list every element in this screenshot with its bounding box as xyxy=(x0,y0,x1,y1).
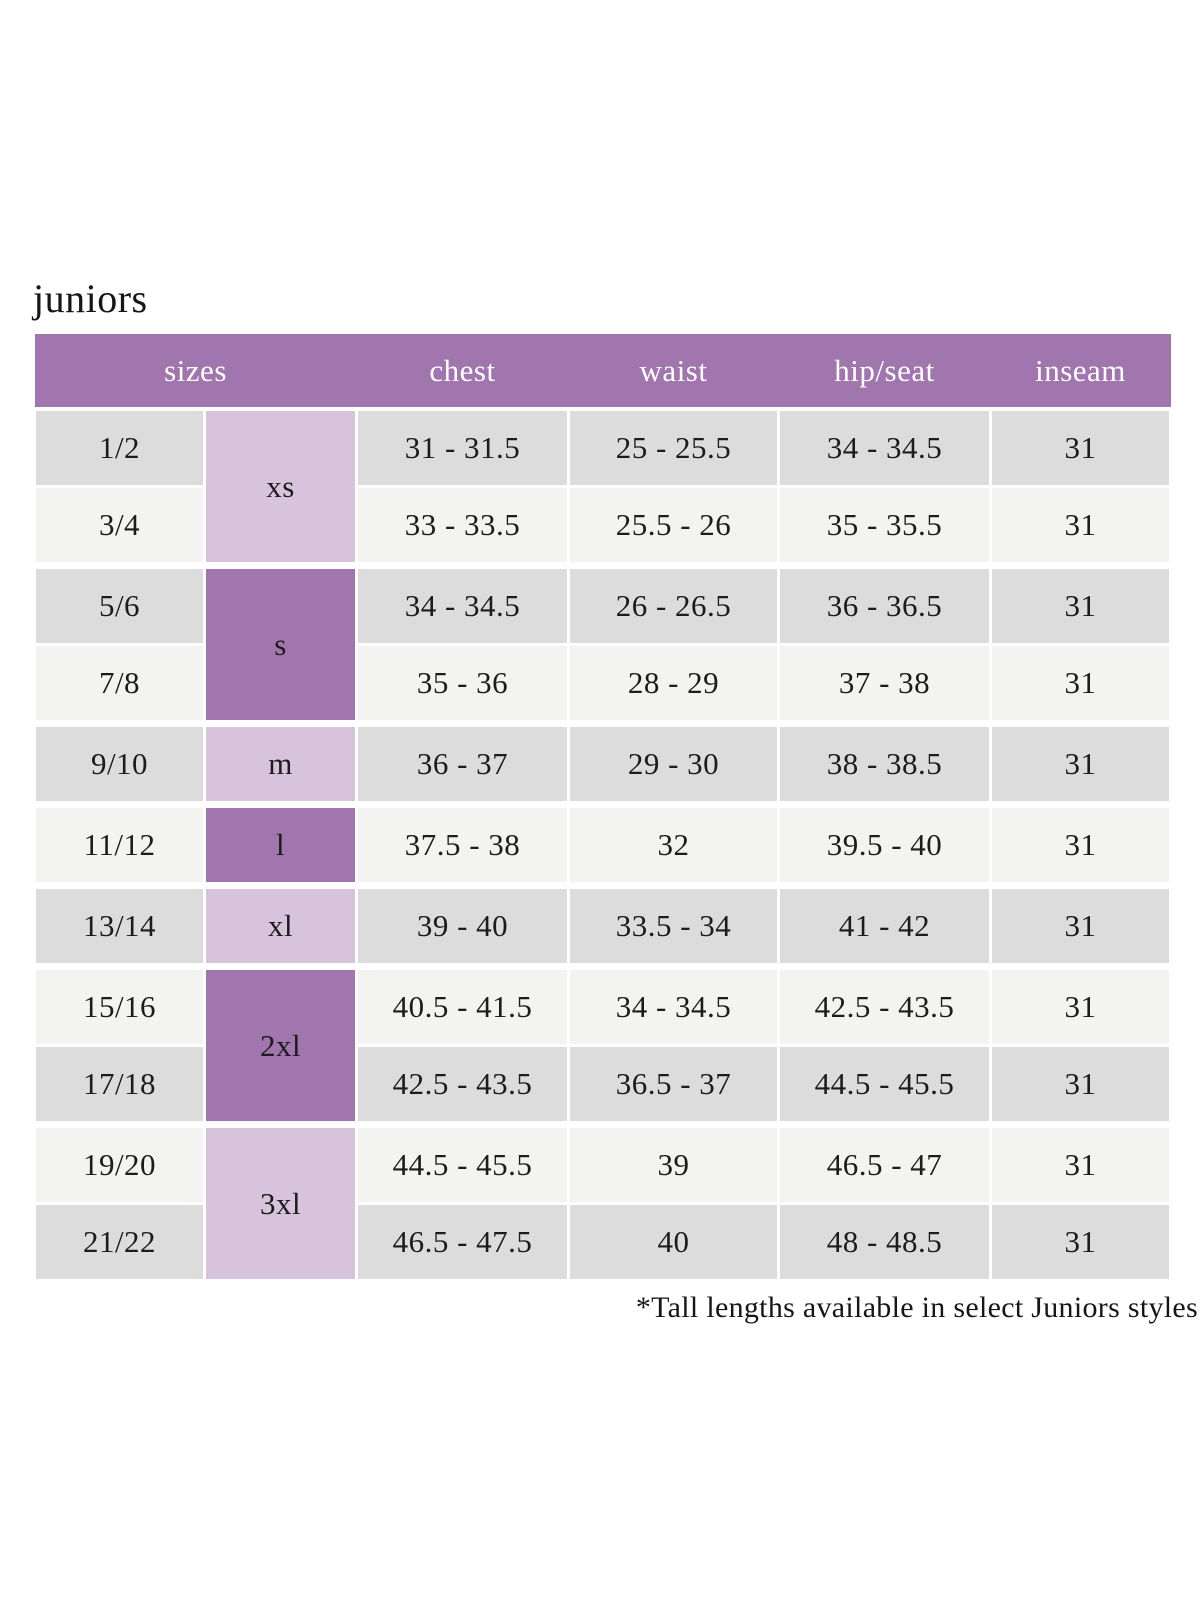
column-header-inseam: inseam xyxy=(990,334,1171,411)
chest-cell: 42.5 - 43.5 xyxy=(355,1044,571,1126)
inseam-cell: 31 xyxy=(989,801,1173,887)
size-range-cell: 21/22 xyxy=(33,1202,206,1282)
inseam-cell: 31 xyxy=(989,407,1173,488)
chest-cell: 37.5 - 38 xyxy=(355,801,571,887)
waist-cell: 25.5 - 26 xyxy=(567,485,781,567)
size-letter-cell: 2xl xyxy=(202,963,359,1126)
size-range-cell: 1/2 xyxy=(33,407,206,488)
hip-seat-cell: 34 - 34.5 xyxy=(777,407,993,488)
inseam-cell: 31 xyxy=(989,963,1173,1047)
table-row: 17/18 42.5 - 43.5 36.5 - 37 44.5 - 45.5 31 xyxy=(33,1044,1173,1126)
hip-seat-cell: 42.5 - 43.5 xyxy=(777,963,993,1047)
size-letter-cell: 3xl xyxy=(202,1121,359,1282)
waist-cell: 32 xyxy=(567,801,781,887)
size-range-cell: 9/10 xyxy=(33,720,206,806)
column-header-sizes: sizes xyxy=(34,334,357,411)
column-header-waist: waist xyxy=(568,334,779,411)
waist-cell: 29 - 30 xyxy=(567,720,781,806)
inseam-cell: 31 xyxy=(989,562,1173,646)
waist-cell: 25 - 25.5 xyxy=(567,407,781,488)
inseam-cell: 31 xyxy=(989,1202,1173,1282)
size-letter-cell: xl xyxy=(202,882,359,968)
inseam-cell: 31 xyxy=(989,882,1173,968)
table-row: 13/14 xl 39 - 40 33.5 - 34 41 - 42 31 xyxy=(33,882,1173,968)
size-letter-cell: s xyxy=(202,562,359,725)
size-range-cell: 11/12 xyxy=(33,801,206,887)
inseam-cell: 31 xyxy=(989,720,1173,806)
chest-cell: 40.5 - 41.5 xyxy=(355,963,571,1047)
size-range-cell: 19/20 xyxy=(33,1121,206,1205)
size-range-cell: 5/6 xyxy=(33,562,206,646)
waist-cell: 33.5 - 34 xyxy=(567,882,781,968)
size-range-cell: 7/8 xyxy=(33,643,206,725)
size-range-cell: 13/14 xyxy=(33,882,206,968)
column-header-hip-seat: hip/seat xyxy=(778,334,991,411)
size-chart-body: 1/2 xs 31 - 31.5 25 - 25.5 34 - 34.5 31 3/4 33 … xyxy=(33,407,1173,1282)
chest-cell: 36 - 37 xyxy=(355,720,571,806)
table-row: 19/20 3xl 44.5 - 45.5 39 46.5 - 47 31 xyxy=(33,1121,1173,1282)
size-chart-table: sizes chest waist hip/seat inseam 1/2 xs 3… xyxy=(33,334,1173,1282)
waist-cell: 40 xyxy=(567,1202,781,1282)
table-header: sizes chest waist hip/seat inseam xyxy=(34,334,1171,411)
hip-seat-cell: 38 - 38.5 xyxy=(777,720,993,806)
column-header-chest: chest xyxy=(356,334,569,411)
size-range-cell: 3/4 xyxy=(33,485,206,567)
hip-seat-cell: 46.5 - 47 xyxy=(777,1121,993,1205)
size-range-cell: 17/18 xyxy=(33,1044,206,1126)
table-row: 5/6 s 34 - 34.5 26 - 26.5 36 - 36.5 31 xyxy=(33,562,1173,725)
chest-cell: 34 - 34.5 xyxy=(355,562,571,646)
waist-cell: 28 - 29 xyxy=(567,643,781,725)
table-row: 3/4 33 - 33.5 25.5 - 26 35 - 35.5 31 xyxy=(33,485,1173,567)
table-row: 9/10 m 36 - 37 29 - 30 38 - 38.5 31 xyxy=(33,720,1173,806)
hip-seat-cell: 44.5 - 45.5 xyxy=(777,1044,993,1126)
table-row: 7/8 35 - 36 28 - 29 37 - 38 31 xyxy=(33,643,1173,725)
size-letter-cell: xs xyxy=(202,407,359,567)
size-range-cell: 15/16 xyxy=(33,963,206,1047)
table-row: 11/12 l 37.5 - 38 32 39.5 - 40 31 xyxy=(33,801,1173,887)
chest-cell: 35 - 36 xyxy=(355,643,571,725)
table-row: 1/2 xs 31 - 31.5 25 - 25.5 34 - 34.5 31 xyxy=(33,407,1173,567)
page-title: juniors xyxy=(33,276,148,321)
waist-cell: 39 xyxy=(567,1121,781,1205)
hip-seat-cell: 48 - 48.5 xyxy=(777,1202,993,1282)
chest-cell: 39 - 40 xyxy=(355,882,571,968)
hip-seat-cell: 37 - 38 xyxy=(777,643,993,725)
table-row: 21/22 46.5 - 47.5 40 48 - 48.5 31 xyxy=(33,1202,1173,1282)
size-letter-cell: m xyxy=(202,720,359,806)
table-row: 15/16 2xl 40.5 - 41.5 34 - 34.5 42.5 - 43.5 3… xyxy=(33,963,1173,1126)
content-wrap: juniors sizes chest waist hip/seat insea… xyxy=(33,0,1198,1325)
chest-cell: 31 - 31.5 xyxy=(355,407,571,488)
inseam-cell: 31 xyxy=(989,485,1173,567)
hip-seat-cell: 36 - 36.5 xyxy=(777,562,993,646)
inseam-cell: 31 xyxy=(989,1044,1173,1126)
inseam-cell: 31 xyxy=(989,643,1173,725)
chest-cell: 33 - 33.5 xyxy=(355,485,571,567)
waist-cell: 26 - 26.5 xyxy=(567,562,781,646)
waist-cell: 34 - 34.5 xyxy=(567,963,781,1047)
hip-seat-cell: 39.5 - 40 xyxy=(777,801,993,887)
hip-seat-cell: 41 - 42 xyxy=(777,882,993,968)
header-row: sizes chest waist hip/seat inseam xyxy=(34,334,1171,411)
chest-cell: 46.5 - 47.5 xyxy=(355,1202,571,1282)
hip-seat-cell: 35 - 35.5 xyxy=(777,485,993,567)
waist-cell: 36.5 - 37 xyxy=(567,1044,781,1126)
tall-lengths-footnote: *Tall lengths available in select Junior… xyxy=(635,1291,1198,1324)
size-letter-cell: l xyxy=(202,801,359,887)
chest-cell: 44.5 - 45.5 xyxy=(355,1121,571,1205)
inseam-cell: 31 xyxy=(989,1121,1173,1205)
